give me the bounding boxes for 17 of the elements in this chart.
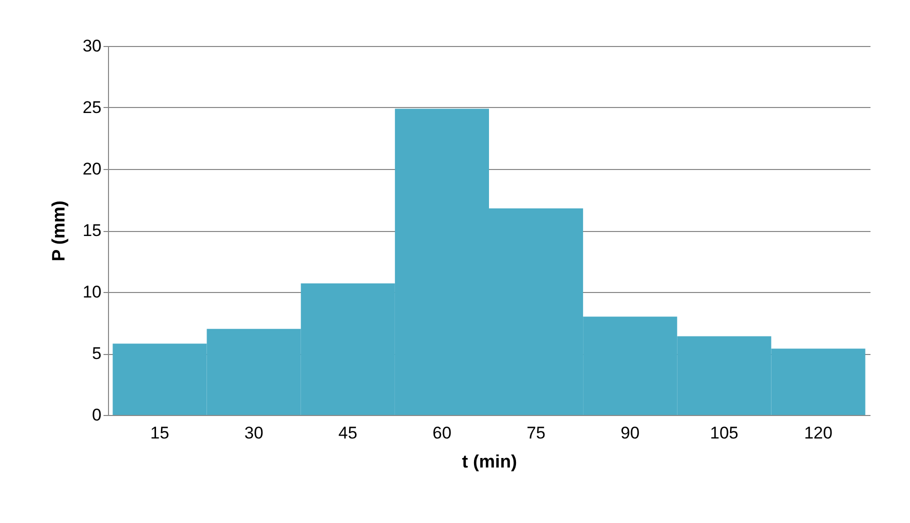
x-tick-label: 120 — [804, 424, 832, 442]
x-tick-label: 90 — [620, 424, 640, 442]
y-tick-label: 20 — [82, 160, 102, 178]
y-tick-label: 5 — [92, 344, 102, 363]
y-tick-label: 10 — [82, 282, 102, 302]
y-tick-label: 25 — [82, 98, 102, 117]
x-tick-label: 60 — [432, 424, 452, 442]
x-tick-label: 75 — [526, 424, 546, 442]
x-tick-label: 30 — [244, 424, 264, 442]
x-tick-label: 15 — [150, 424, 170, 442]
x-tick-label: 105 — [710, 424, 738, 442]
y-axis-title: P (mm) — [48, 200, 69, 262]
y-tick-label: 0 — [92, 406, 102, 424]
x-axis-title: t (min) — [462, 452, 517, 472]
y-tick-label: 15 — [82, 221, 102, 240]
y-tick-label: 30 — [82, 36, 102, 56]
x-tick-label: 45 — [338, 424, 358, 442]
